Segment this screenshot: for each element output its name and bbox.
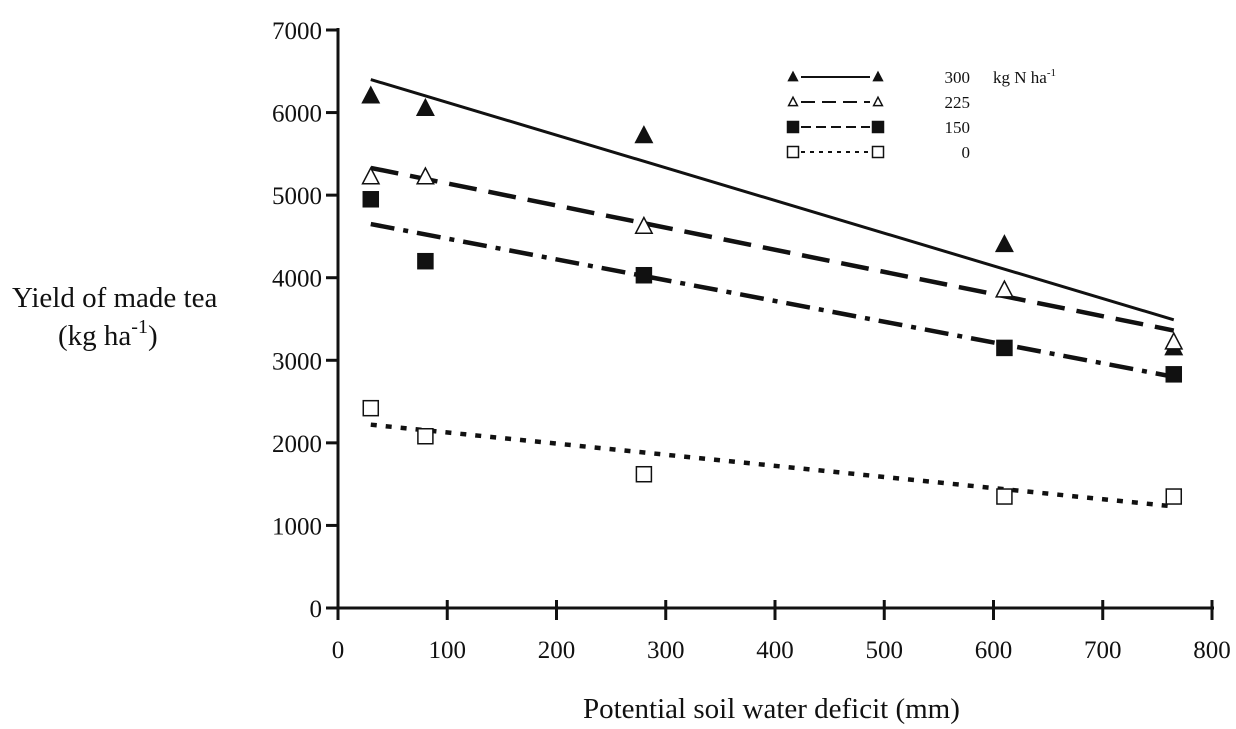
y-tick-label: 7000	[272, 18, 322, 45]
point-225	[415, 166, 435, 185]
legend-label-300: 300	[945, 68, 971, 87]
legend-label-150: 150	[945, 118, 971, 137]
y-axis-title-line2: (kg ha-1)	[58, 316, 158, 352]
point-225	[994, 279, 1014, 298]
fit-line-300	[370, 78, 1175, 322]
legend: 300 225 150 0 kg N ha-1	[786, 67, 1056, 162]
point-150	[635, 266, 653, 284]
y-axis-title-unit: (kg ha	[58, 320, 131, 352]
point-150	[362, 191, 380, 208]
y-tick-label: 1000	[272, 513, 322, 540]
legend-marker-150	[871, 120, 885, 134]
legend-marker-0	[871, 145, 885, 159]
point-225	[1164, 331, 1184, 350]
legend-label-0: 0	[962, 143, 971, 162]
fit-line-150	[370, 221, 1175, 380]
fit-line-0	[370, 422, 1174, 509]
y-axis-title-line1: Yield of made tea	[12, 282, 217, 314]
legend-unit: kg N ha-1	[993, 67, 1056, 87]
legend-unit-base: kg N ha	[993, 68, 1047, 87]
x-tick-label: 400	[756, 637, 794, 664]
x-axis-title: Potential soil water deficit (mm)	[583, 693, 960, 725]
legend-marker-300	[787, 70, 799, 82]
x-tick-label: 600	[975, 637, 1013, 664]
point-150	[1165, 366, 1183, 383]
legend-marker-225	[872, 95, 884, 107]
x-tick-label: 0	[332, 637, 345, 664]
x-tick-label: 200	[538, 637, 576, 664]
y-tick-label: 6000	[272, 101, 322, 128]
data-markers	[361, 85, 1184, 505]
point-225	[634, 215, 654, 235]
point-0	[1165, 488, 1183, 505]
legend-marker-0	[786, 145, 800, 159]
point-300	[361, 85, 381, 104]
x-tick-label: 300	[647, 637, 685, 664]
x-tick-label: 100	[429, 637, 467, 664]
y-axis-title-close: )	[148, 320, 158, 352]
point-300	[415, 97, 435, 116]
legend-marker-300	[872, 70, 884, 82]
y-tick-label: 5000	[272, 183, 322, 210]
x-tick-label: 500	[866, 637, 904, 664]
legend-unit-exponent: -1	[1047, 67, 1056, 79]
x-tick-label: 700	[1084, 637, 1122, 664]
legend-label-225: 225	[945, 93, 971, 112]
y-tick-label: 0	[310, 596, 323, 623]
point-225	[361, 166, 381, 185]
point-300	[994, 234, 1014, 253]
point-0	[362, 399, 380, 417]
legend-marker-225	[787, 95, 799, 107]
y-axis-title-exponent: -1	[131, 316, 148, 338]
fit-line-225	[370, 165, 1175, 333]
point-300	[634, 125, 654, 144]
point-0	[996, 488, 1013, 505]
y-tick-label: 2000	[272, 431, 322, 458]
x-tick-label: 800	[1193, 637, 1231, 664]
y-tick-label: 4000	[272, 266, 322, 293]
point-0	[635, 465, 653, 483]
point-0	[417, 428, 434, 445]
legend-marker-150	[786, 120, 800, 134]
y-tick-label: 3000	[272, 348, 322, 375]
point-150	[417, 252, 434, 270]
point-150	[996, 339, 1013, 357]
fit-lines	[370, 78, 1175, 509]
